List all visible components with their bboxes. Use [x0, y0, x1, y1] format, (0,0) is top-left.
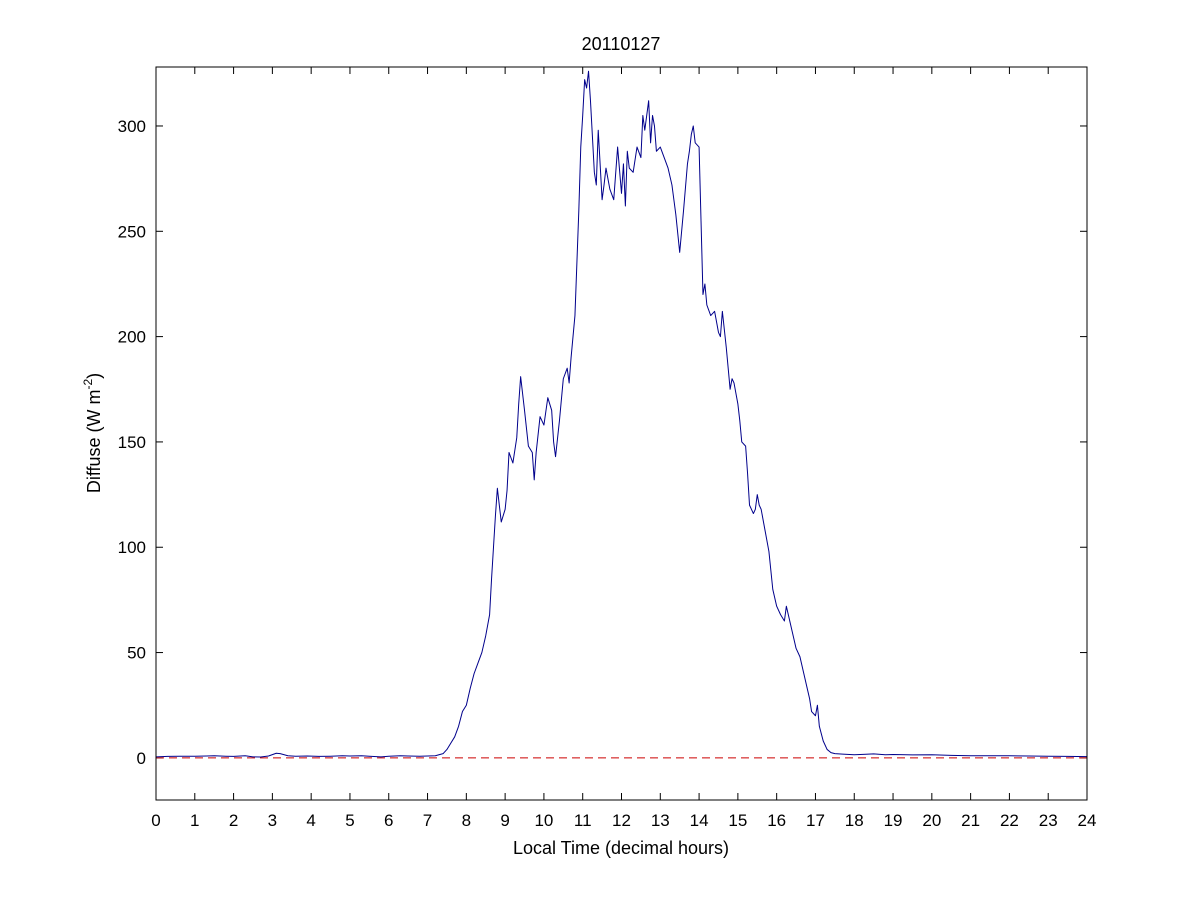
plot-area [156, 67, 1087, 800]
x-tick-label: 12 [612, 811, 631, 830]
y-tick-label: 300 [118, 117, 146, 136]
chart-title: 20110127 [582, 34, 661, 54]
x-tick-label: 8 [462, 811, 471, 830]
x-tick-label: 17 [806, 811, 825, 830]
x-tick-label: 6 [384, 811, 393, 830]
x-tick-label: 23 [1039, 811, 1058, 830]
x-tick-label: 2 [229, 811, 238, 830]
x-tick-label: 0 [151, 811, 160, 830]
x-tick-label: 15 [728, 811, 747, 830]
x-tick-label: 10 [534, 811, 553, 830]
series-layer [155, 70, 1088, 759]
axis-ticks [155, 67, 1088, 800]
x-tick-label: 19 [884, 811, 903, 830]
x-tick-label: 20 [922, 811, 941, 830]
y-tick-label: 0 [137, 749, 146, 768]
x-tick-label: 11 [574, 811, 592, 830]
x-tick-label: 18 [845, 811, 864, 830]
x-tick-label: 7 [423, 811, 432, 830]
y-tick-label: 150 [118, 433, 146, 452]
x-tick-label: 16 [767, 811, 786, 830]
y-tick-label: 100 [118, 538, 146, 557]
x-tick-label: 13 [651, 811, 670, 830]
x-tick-label: 4 [306, 811, 315, 830]
x-tick-label: 22 [1000, 811, 1019, 830]
y-axis-label: Diffuse (W m-2) [81, 373, 104, 493]
y-tick-label: 50 [127, 644, 146, 663]
y-tick-label: 250 [118, 222, 146, 241]
x-tick-label: 24 [1078, 811, 1097, 830]
plot-frame [155, 66, 1088, 801]
x-axis-label: Local Time (decimal hours) [513, 838, 729, 858]
x-tick-label: 3 [268, 811, 277, 830]
x-tick-label: 14 [690, 811, 709, 830]
x-tick-label: 9 [500, 811, 509, 830]
x-tick-labels: 0 1 2 3 4 5 6 7 8 9 10 11 12 13 14 15 16 17 18 19 20 21 22 23 24 [151, 811, 1096, 830]
x-tick-label: 21 [961, 811, 980, 830]
x-tick-label: 1 [190, 811, 199, 830]
diffuse-series-line [155, 70, 1088, 758]
x-tick-label: 5 [345, 811, 354, 830]
y-tick-label: 200 [118, 328, 146, 347]
y-tick-labels: 0 50 100 150 200 250 300 [118, 117, 146, 768]
